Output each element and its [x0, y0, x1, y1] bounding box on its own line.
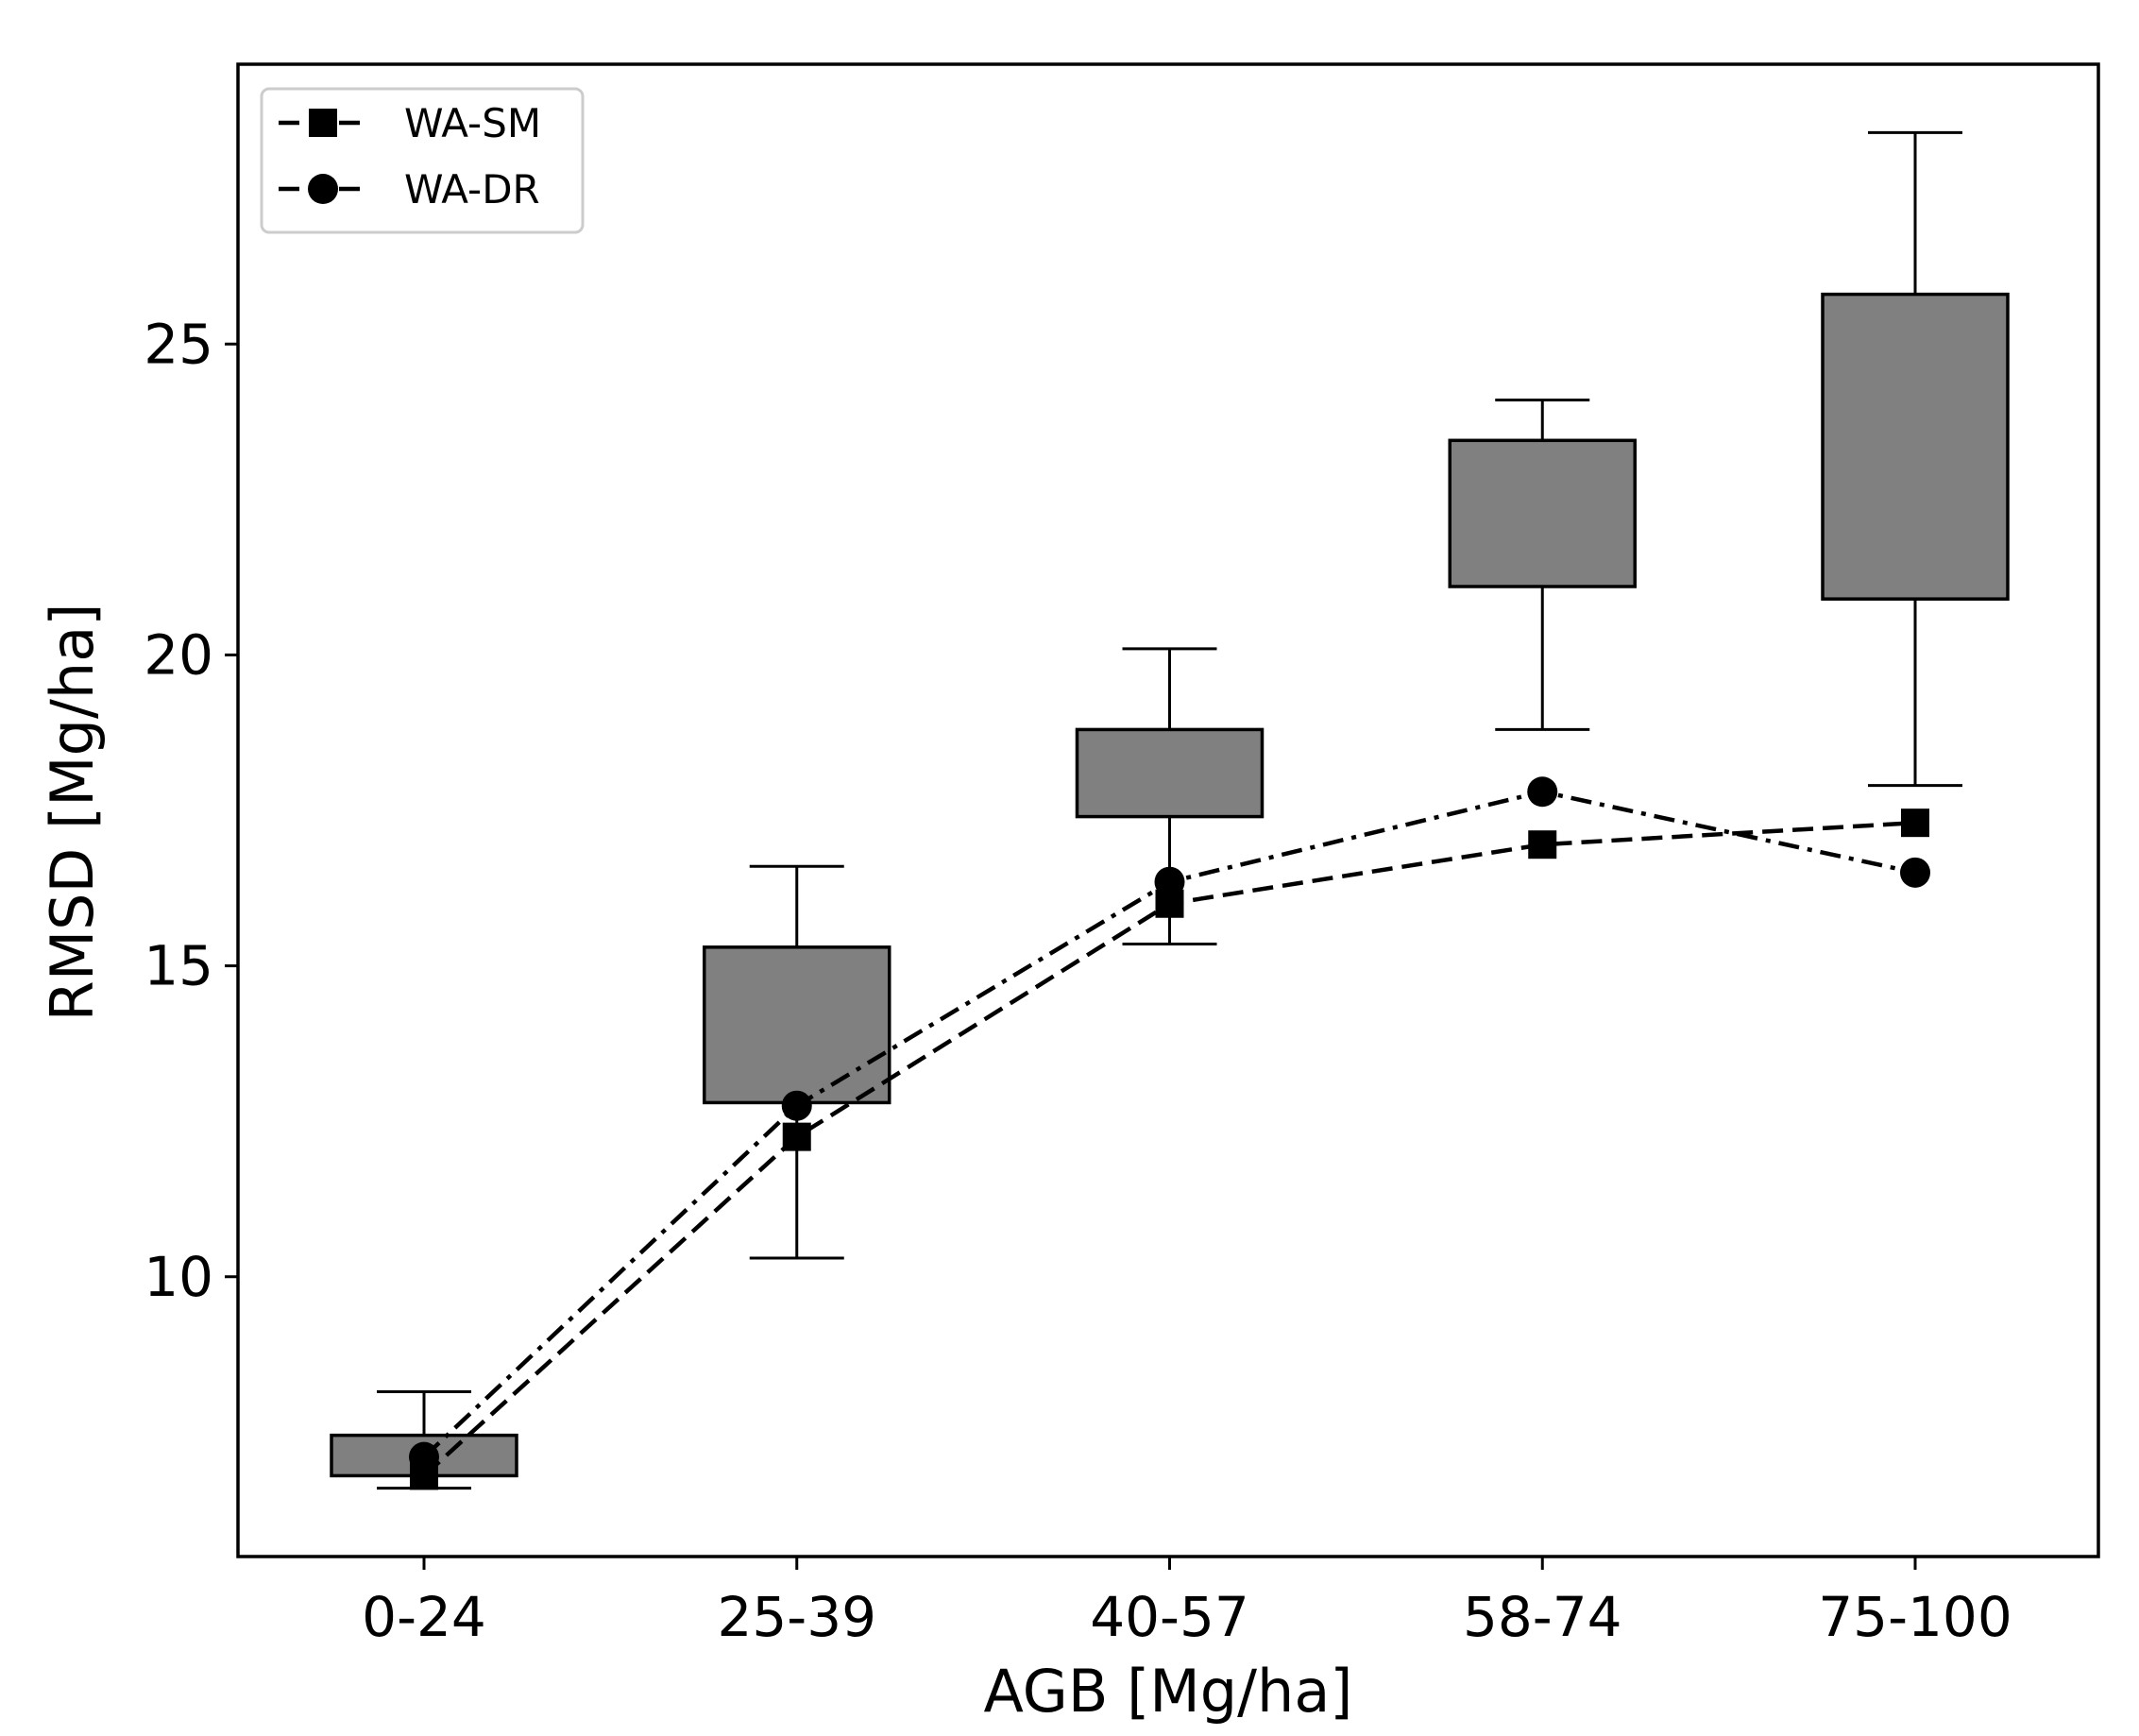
legend-marker-square — [309, 109, 337, 137]
box-40-57 — [1075, 647, 1265, 946]
y-tick-label: 15 — [144, 934, 213, 998]
series-marker-circle — [1527, 776, 1558, 808]
y-axis-label: RMSD [Mg/ha] — [38, 604, 107, 1022]
x-axis-label: AGB [Mg/ha] — [983, 1657, 1352, 1726]
x-tick-label: 40-57 — [1090, 1585, 1249, 1649]
series-marker-circle — [1154, 866, 1185, 897]
series-marker-square — [1528, 830, 1557, 859]
box-75-100 — [1821, 130, 2010, 788]
x-tick-label: 25-39 — [717, 1585, 876, 1649]
series-wa-dr — [409, 776, 1930, 1472]
y-tick-label: 25 — [144, 312, 213, 376]
series-marker-circle — [1900, 857, 1930, 888]
series-marker-square — [782, 1122, 811, 1151]
axes-layer: 10 15 20 25 0-24 25-39 40-57 58-74 75-100 — [144, 62, 2100, 1649]
series-marker-circle — [781, 1090, 812, 1121]
box-58-74 — [1448, 399, 1637, 731]
x-tick-label: 75-100 — [1818, 1585, 2012, 1649]
legend: WA-SM WA-DR — [260, 87, 585, 234]
box-body — [1448, 438, 1637, 588]
legend-marker-circle — [308, 174, 338, 204]
y-tick-label: 20 — [144, 622, 213, 687]
box-body — [1075, 727, 1265, 819]
series-marker-square — [1901, 808, 1929, 838]
x-tick-label: 58-74 — [1463, 1585, 1622, 1649]
legend-label-wa-dr: WA-DR — [404, 166, 540, 213]
y-tick-label: 10 — [144, 1245, 213, 1309]
box-body — [703, 945, 891, 1105]
legend-label-wa-sm: WA-SM — [404, 100, 541, 146]
x-tick-label: 0-24 — [362, 1585, 486, 1649]
series-marker-circle — [409, 1441, 439, 1472]
box-body — [1821, 292, 2010, 601]
plot-content — [330, 130, 2010, 1490]
